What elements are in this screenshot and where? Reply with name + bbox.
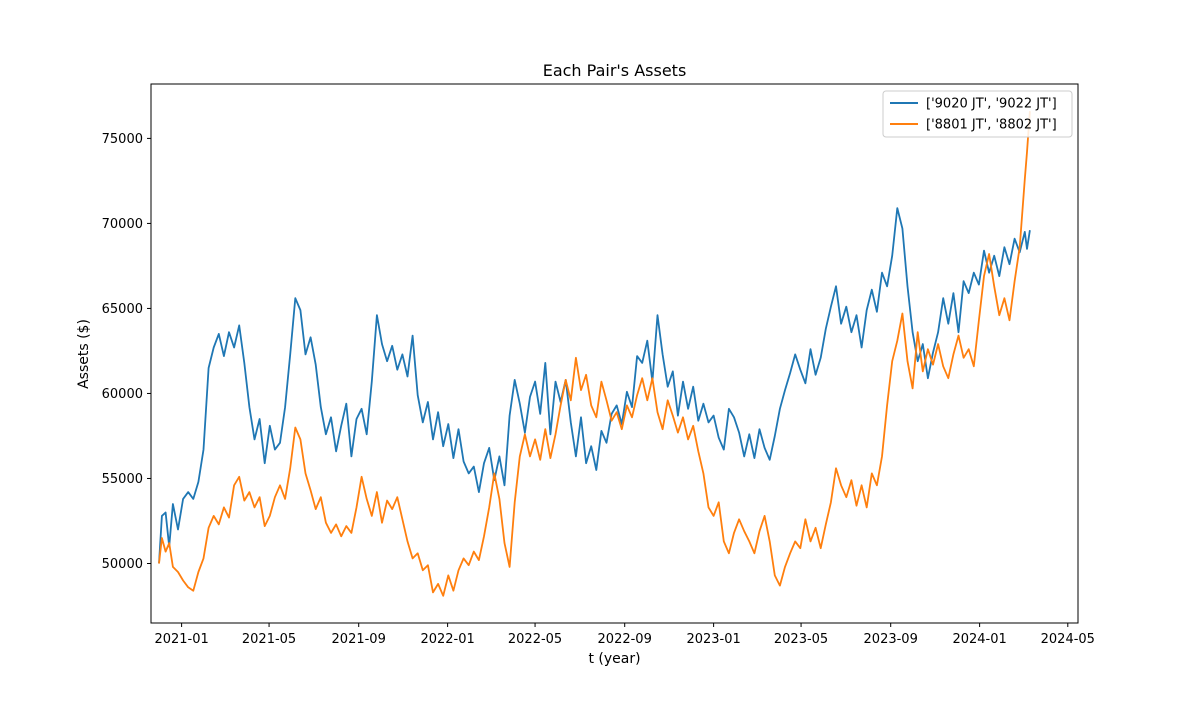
x-tick-label: 2021-01 — [154, 632, 208, 647]
x-tick-label: 2022-01 — [420, 632, 474, 647]
x-axis-label: t (year) — [588, 651, 640, 667]
x-tick-label: 2023-09 — [864, 632, 918, 647]
y-tick-label: 55000 — [102, 472, 143, 487]
y-tick-label: 50000 — [102, 557, 143, 572]
x-tick-label: 2024-05 — [1041, 632, 1095, 647]
legend-box — [882, 90, 1073, 138]
x-tick-label: 2022-05 — [508, 632, 562, 647]
plot-area — [150, 83, 1079, 624]
x-tick-label: 2023-01 — [686, 632, 740, 647]
y-axis: 50000 55000 60000 65000 70000 75000 — [102, 132, 151, 572]
legend: ['9020 JT', '9022 JT'] ['8801 JT', '8802 … — [882, 90, 1073, 138]
series-line-2 — [158, 111, 1031, 597]
legend-label-2: ['8801 JT', '8802 JT'] — [926, 118, 1057, 133]
series-line-1 — [158, 207, 1031, 564]
chart-title: Each Pair's Assets — [543, 61, 687, 80]
y-tick-label: 60000 — [102, 387, 143, 402]
y-tick-label: 70000 — [102, 217, 143, 232]
series-lines — [158, 111, 1031, 597]
x-tick-label: 2022-09 — [598, 632, 652, 647]
y-tick-label: 75000 — [102, 132, 143, 147]
x-tick-label: 2024-01 — [952, 632, 1006, 647]
y-axis-label: Assets ($) — [76, 319, 92, 389]
legend-label-1: ['9020 JT', '9022 JT'] — [926, 97, 1057, 112]
x-tick-label: 2021-05 — [242, 632, 296, 647]
x-axis: 2021-01 2021-05 2021-09 2022-01 2022-05 2022-… — [154, 623, 1095, 647]
x-tick-label: 2021-09 — [332, 632, 386, 647]
y-tick-label: 65000 — [102, 302, 143, 317]
x-tick-label: 2023-05 — [774, 632, 828, 647]
